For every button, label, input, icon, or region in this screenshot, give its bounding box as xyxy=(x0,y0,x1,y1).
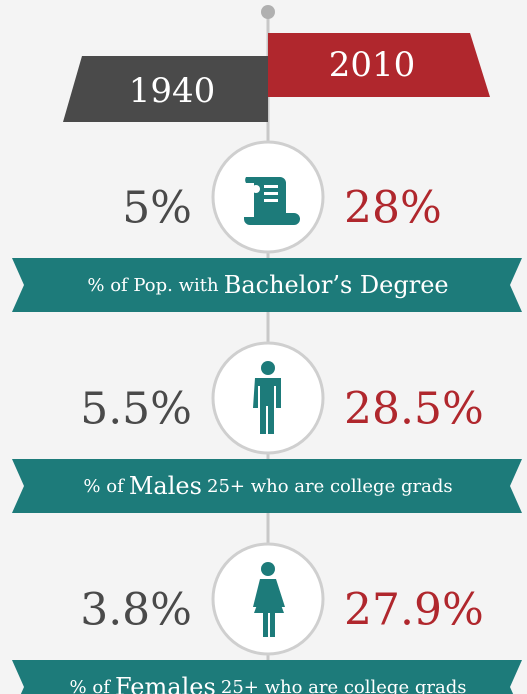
right-year-banner xyxy=(268,33,490,97)
label-banner xyxy=(12,459,522,513)
label-part: % of xyxy=(70,677,112,694)
right-value: 27.9% xyxy=(344,585,484,636)
label-emphasis: Males xyxy=(129,472,202,500)
label-text: % of Males 25+ who are college grads xyxy=(83,472,452,500)
left-year: 1940 xyxy=(129,71,216,111)
label-text: % of Females 25+ who are college grads xyxy=(70,673,467,694)
left-value: 5.5% xyxy=(80,384,192,435)
label-part: 25+ who are college grads xyxy=(207,476,453,497)
timeline-dot xyxy=(261,5,275,19)
label-part: % of xyxy=(83,476,125,497)
label-emphasis: Females xyxy=(115,673,216,694)
label-banner xyxy=(12,258,522,312)
right-value: 28.5% xyxy=(344,384,484,435)
male-head xyxy=(261,361,275,375)
right-year: 2010 xyxy=(329,45,416,85)
stat-row: 5.5% 28.5% % of Males 25+ who are college … xyxy=(12,341,522,513)
diploma-line xyxy=(264,192,278,195)
label-emphasis: Bachelor’s Degree xyxy=(224,271,449,299)
left-year-banner xyxy=(63,56,268,122)
label-part: % of Pop. with xyxy=(87,275,219,296)
female-head xyxy=(261,562,275,576)
stat-row: 5% 28% % of Pop. with Bachelor’s Degree xyxy=(12,140,522,312)
female-body xyxy=(253,579,285,637)
left-value: 3.8% xyxy=(80,585,192,636)
label-banner xyxy=(12,660,522,694)
male-body xyxy=(253,378,281,434)
diploma-seal xyxy=(252,185,260,193)
diploma-line xyxy=(264,185,278,188)
left-value: 5% xyxy=(122,183,192,234)
diploma-line xyxy=(264,199,278,202)
right-value: 28% xyxy=(344,183,442,234)
stat-row: 3.8% 27.9% % of Females 25+ who are colleg… xyxy=(12,542,522,694)
label-part: 25+ who are college grads xyxy=(221,677,467,694)
label-text: % of Pop. with Bachelor’s Degree xyxy=(87,271,448,299)
